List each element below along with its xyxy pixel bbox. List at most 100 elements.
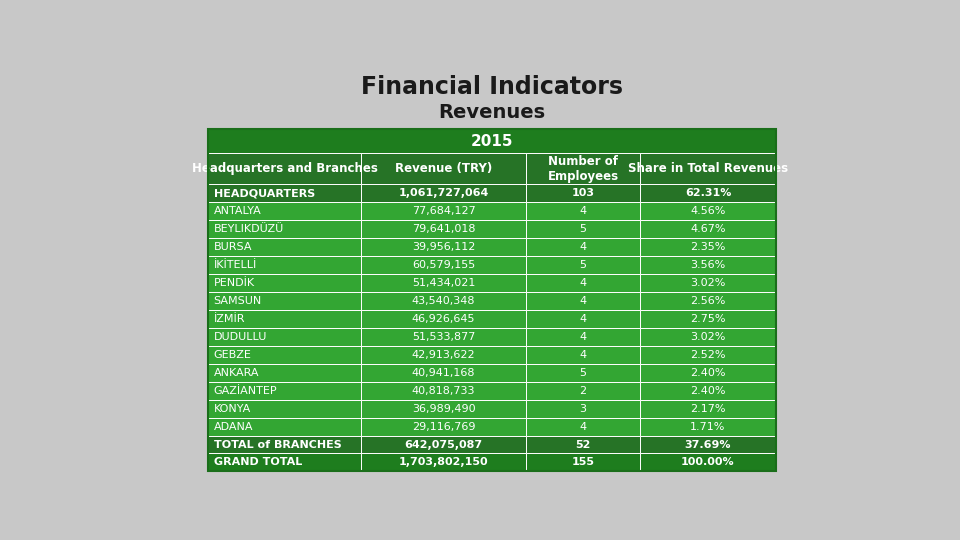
Bar — [526, 292, 639, 310]
Bar — [526, 238, 639, 256]
Text: 52: 52 — [575, 440, 590, 449]
Bar — [526, 256, 639, 274]
Text: 4: 4 — [580, 242, 587, 252]
Bar — [207, 153, 361, 184]
Bar — [639, 436, 777, 454]
Text: 2.52%: 2.52% — [690, 350, 726, 360]
Text: 2.40%: 2.40% — [690, 368, 726, 377]
Bar — [207, 184, 361, 202]
Text: BURSA: BURSA — [214, 242, 252, 252]
Bar — [207, 310, 361, 328]
Text: 100.00%: 100.00% — [682, 457, 734, 468]
Bar — [526, 400, 639, 417]
Text: Share in Total Revenues: Share in Total Revenues — [628, 162, 788, 175]
Text: 1,061,727,064: 1,061,727,064 — [398, 188, 489, 198]
Text: TOTAL of BRANCHES: TOTAL of BRANCHES — [214, 440, 342, 449]
Text: 36,989,490: 36,989,490 — [412, 403, 475, 414]
Bar — [526, 310, 639, 328]
Bar — [207, 274, 361, 292]
Text: KONYA: KONYA — [214, 403, 251, 414]
Text: 43,540,348: 43,540,348 — [412, 296, 475, 306]
Bar — [361, 328, 526, 346]
Bar — [639, 328, 777, 346]
Text: 29,116,769: 29,116,769 — [412, 422, 475, 431]
Text: 2.17%: 2.17% — [690, 403, 726, 414]
Text: ADANA: ADANA — [214, 422, 253, 431]
Text: 103: 103 — [571, 188, 594, 198]
Text: 3.02%: 3.02% — [690, 278, 726, 288]
Bar — [361, 220, 526, 238]
Bar — [526, 382, 639, 400]
Bar — [639, 417, 777, 436]
Bar — [639, 364, 777, 382]
Bar — [361, 400, 526, 417]
Text: 4: 4 — [580, 278, 587, 288]
Text: 3.56%: 3.56% — [690, 260, 726, 270]
Text: PENDİK: PENDİK — [214, 278, 254, 288]
Bar — [639, 292, 777, 310]
Text: 37.69%: 37.69% — [684, 440, 732, 449]
Text: 51,434,021: 51,434,021 — [412, 278, 475, 288]
Bar — [526, 153, 639, 184]
Text: ANKARA: ANKARA — [214, 368, 259, 377]
Text: Headquarters and Branches: Headquarters and Branches — [192, 162, 377, 175]
Text: SAMSUN: SAMSUN — [214, 296, 262, 306]
Text: 51,533,877: 51,533,877 — [412, 332, 475, 342]
Bar — [526, 328, 639, 346]
Text: GEBZE: GEBZE — [214, 350, 252, 360]
Bar — [639, 202, 777, 220]
Bar — [639, 274, 777, 292]
Bar — [207, 454, 361, 471]
Bar — [361, 310, 526, 328]
Bar — [207, 400, 361, 417]
Bar — [526, 417, 639, 436]
Bar — [361, 382, 526, 400]
Text: 39,956,112: 39,956,112 — [412, 242, 475, 252]
Bar — [526, 454, 639, 471]
Bar — [639, 382, 777, 400]
Bar — [207, 364, 361, 382]
Bar — [361, 274, 526, 292]
Text: 46,926,645: 46,926,645 — [412, 314, 475, 324]
Bar — [207, 202, 361, 220]
Bar — [361, 184, 526, 202]
Text: 4: 4 — [580, 314, 587, 324]
Text: GRAND TOTAL: GRAND TOTAL — [214, 457, 302, 468]
Bar — [207, 129, 777, 153]
Bar — [526, 202, 639, 220]
Text: 4: 4 — [580, 296, 587, 306]
Text: 2.35%: 2.35% — [690, 242, 726, 252]
Bar — [526, 436, 639, 454]
Bar — [207, 417, 361, 436]
Bar — [207, 346, 361, 364]
Text: 5: 5 — [580, 260, 587, 270]
Bar — [361, 202, 526, 220]
Bar — [526, 184, 639, 202]
Text: BEYLIKDÜZÜ: BEYLIKDÜZÜ — [214, 224, 284, 234]
Bar — [207, 238, 361, 256]
Bar — [361, 346, 526, 364]
Text: 77,684,127: 77,684,127 — [412, 206, 475, 216]
Bar — [361, 256, 526, 274]
Text: 2015: 2015 — [470, 133, 514, 148]
Bar — [639, 346, 777, 364]
Text: 62.31%: 62.31% — [684, 188, 732, 198]
Text: GAZİANTEP: GAZİANTEP — [214, 386, 277, 396]
Text: 1,703,802,150: 1,703,802,150 — [398, 457, 489, 468]
Bar — [639, 256, 777, 274]
Bar — [207, 382, 361, 400]
Bar — [639, 153, 777, 184]
Text: 4: 4 — [580, 422, 587, 431]
Bar — [207, 256, 361, 274]
Bar — [639, 238, 777, 256]
Text: Number of
Employees: Number of Employees — [547, 154, 618, 183]
Bar — [526, 274, 639, 292]
Bar — [207, 436, 361, 454]
Text: 79,641,018: 79,641,018 — [412, 224, 475, 234]
Text: 4.56%: 4.56% — [690, 206, 726, 216]
Text: 4.67%: 4.67% — [690, 224, 726, 234]
Text: 5: 5 — [580, 368, 587, 377]
Bar — [361, 454, 526, 471]
Text: 40,941,168: 40,941,168 — [412, 368, 475, 377]
Text: 4: 4 — [580, 206, 587, 216]
